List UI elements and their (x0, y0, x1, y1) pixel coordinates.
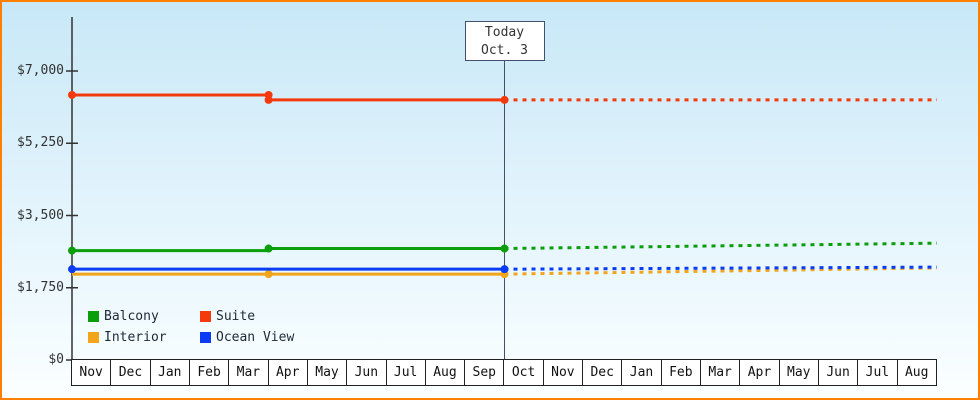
legend-swatch-icon (88, 311, 99, 322)
legend-swatch-icon (88, 332, 99, 343)
legend-label: Balcony (104, 309, 159, 324)
today-date: Oct. 3 (481, 43, 528, 58)
today-label: Today (484, 25, 525, 40)
y-axis-tick-label: $3,500 (17, 207, 64, 223)
legend-label: Suite (216, 309, 256, 324)
x-axis-month-row: Nov Dec Jan Feb Mar Apr May Jun Jul Aug Sep Oct Nov D… (71, 359, 937, 386)
x-axis-month-cell: Jan (621, 359, 662, 386)
x-axis-month-cell: Feb (660, 359, 701, 386)
legend-label: Ocean View (216, 330, 295, 345)
x-axis-month-cell: Aug (424, 359, 466, 386)
legend-item: Balcony (88, 310, 200, 323)
x-axis-month-cell: Mar (228, 359, 269, 386)
x-axis-month-cell: Feb (188, 359, 230, 386)
x-axis-month-cell: Oct (503, 359, 544, 386)
series-interior-forecast-dotted-line (504, 266, 938, 276)
x-axis-month-cell: May (306, 359, 348, 386)
x-axis-month-cell: Jan (149, 359, 190, 386)
series-interior-marker (264, 270, 273, 279)
legend-item: Ocean View (200, 331, 294, 344)
y-axis-tick-label: $1,750 (17, 279, 64, 295)
legend-item: Suite (200, 310, 294, 323)
x-axis-month-cell: Jun (817, 359, 859, 386)
series-suite-marker (500, 95, 509, 104)
x-axis-month-cell: Mar (700, 359, 741, 386)
series-ocean-view-marker (500, 265, 509, 274)
series-suite-solid-line (72, 93, 505, 102)
legend-swatch-icon (200, 311, 211, 322)
x-axis-month-cell: Apr (739, 359, 780, 386)
y-axis-tick-label: $0 (48, 352, 64, 367)
series-balcony-solid-line (72, 247, 505, 253)
series-balcony-marker (264, 244, 273, 253)
y-axis-tick-label: $5,250 (17, 135, 64, 151)
series-balcony-marker (500, 244, 509, 253)
legend-label: Interior (104, 330, 167, 345)
x-axis-month-cell: Dec (110, 359, 151, 386)
series-ocean-view-forecast-dotted-line (504, 265, 938, 271)
legend-swatch-icon (200, 332, 211, 343)
y-axis-tick-label: $7,000 (17, 63, 64, 78)
series-balcony-forecast-dotted-line (504, 241, 938, 251)
x-axis-month-cell: Jul (857, 359, 898, 386)
series-ocean-view-marker (68, 265, 76, 274)
x-axis-month-cell: Aug (896, 359, 937, 386)
chart-legend: Balcony Suite Interior Ocean View (88, 310, 294, 344)
x-axis-month-cell: Nov (71, 359, 112, 386)
x-axis-month-cell: Jul (385, 359, 426, 386)
x-axis-month-cell: Nov (542, 359, 584, 386)
series-suite-marker (264, 95, 273, 104)
x-axis-month-cell: May (778, 359, 819, 386)
x-axis-month-cell: Sep (464, 359, 505, 386)
x-axis-month-cell: Jun (346, 359, 387, 386)
series-balcony-marker (68, 246, 76, 255)
today-marker-box: Today Oct. 3 (464, 21, 545, 61)
series-suite-marker (68, 90, 76, 99)
x-axis-month-cell: Dec (582, 359, 623, 386)
legend-item: Interior (88, 331, 200, 344)
x-axis-month-cell: Apr (267, 359, 308, 386)
